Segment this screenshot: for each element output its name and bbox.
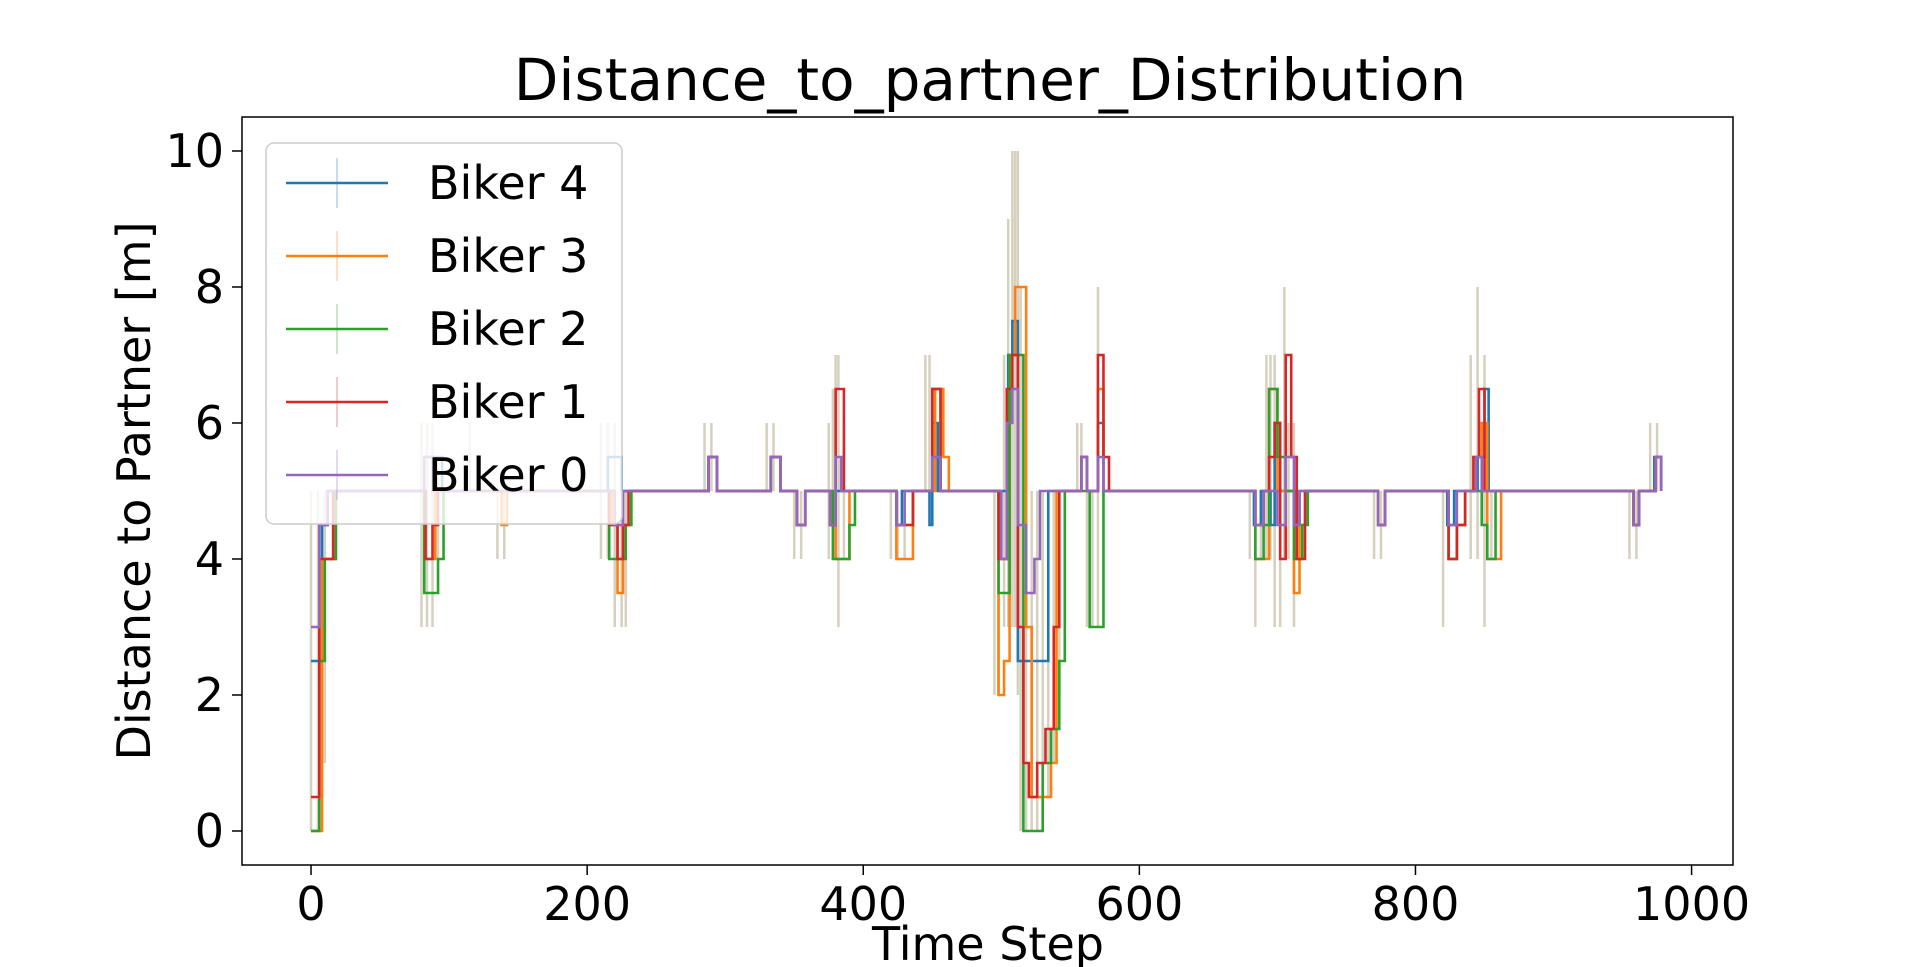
x-tick-label: 400 bbox=[819, 877, 907, 931]
legend-frame bbox=[265, 142, 623, 525]
legend-label: Biker 4 bbox=[428, 156, 588, 210]
x-tick-label: 200 bbox=[543, 877, 631, 931]
y-tick-label: 10 bbox=[165, 124, 224, 178]
y-tick-label: 0 bbox=[195, 804, 224, 858]
x-tick-label: 600 bbox=[1095, 877, 1183, 931]
x-tick-label: 0 bbox=[296, 877, 325, 931]
chart-title: Distance_to_partner_Distribution bbox=[514, 46, 1466, 114]
y-tick-label: 8 bbox=[195, 260, 224, 314]
y-axis-label: Distance to Partner [m] bbox=[107, 221, 161, 760]
legend: Biker 4 Biker 3 Biker 2 Biker 1 Biker 0 bbox=[265, 142, 623, 525]
legend-label: Biker 3 bbox=[428, 229, 588, 283]
series-line-biker-0 bbox=[311, 387, 1663, 629]
x-axis-label: Time Step bbox=[871, 917, 1104, 967]
legend-label: Biker 2 bbox=[428, 302, 588, 356]
x-tick-label: 800 bbox=[1372, 877, 1460, 931]
y-axis: 0 2 4 6 8 10 bbox=[165, 124, 242, 858]
legend-label: Biker 1 bbox=[428, 375, 588, 429]
plot-frame bbox=[241, 116, 1734, 866]
y-tick-label: 6 bbox=[195, 396, 224, 450]
y-tick-label: 2 bbox=[195, 668, 224, 722]
y-tick-label: 4 bbox=[195, 532, 224, 586]
x-tick-label: 1000 bbox=[1633, 877, 1750, 931]
x-axis: 0 200 400 600 800 1000 bbox=[296, 865, 1750, 931]
plot-area bbox=[309, 151, 1663, 833]
legend-label: Biker 0 bbox=[428, 448, 588, 502]
